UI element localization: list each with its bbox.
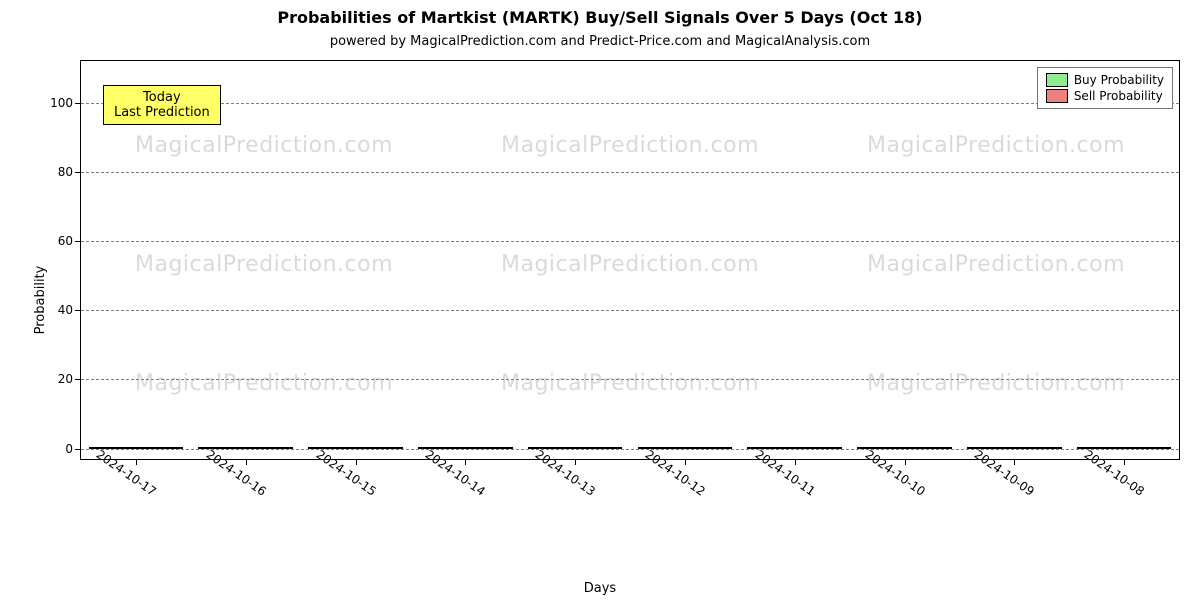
today-annotation: Today Last Prediction <box>103 85 221 125</box>
legend-label-buy: Buy Probability <box>1074 73 1164 87</box>
x-axis-label: Days <box>0 581 1200 596</box>
chart-canvas: Probabilities of Martkist (MARTK) Buy/Se… <box>0 0 1200 600</box>
legend-label-sell: Sell Probability <box>1074 89 1163 103</box>
legend-swatch-sell <box>1046 89 1068 103</box>
y-tick-label: 20 <box>58 372 81 386</box>
chart-title: Probabilities of Martkist (MARTK) Buy/Se… <box>0 8 1200 27</box>
y-tick-label: 80 <box>58 165 81 179</box>
legend-item-buy: Buy Probability <box>1046 72 1164 88</box>
legend: Buy Probability Sell Probability <box>1037 67 1173 109</box>
y-tick-label: 0 <box>65 442 81 456</box>
y-tick-label: 100 <box>50 96 81 110</box>
legend-swatch-buy <box>1046 73 1068 87</box>
y-axis-label: Probability <box>33 266 48 335</box>
y-tick-label: 60 <box>58 234 81 248</box>
plot-area: MagicalPrediction.comMagicalPrediction.c… <box>80 60 1180 460</box>
bars-container <box>81 61 1179 459</box>
legend-item-sell: Sell Probability <box>1046 88 1164 104</box>
chart-subtitle: powered by MagicalPrediction.com and Pre… <box>0 34 1200 49</box>
y-tick-label: 40 <box>58 303 81 317</box>
